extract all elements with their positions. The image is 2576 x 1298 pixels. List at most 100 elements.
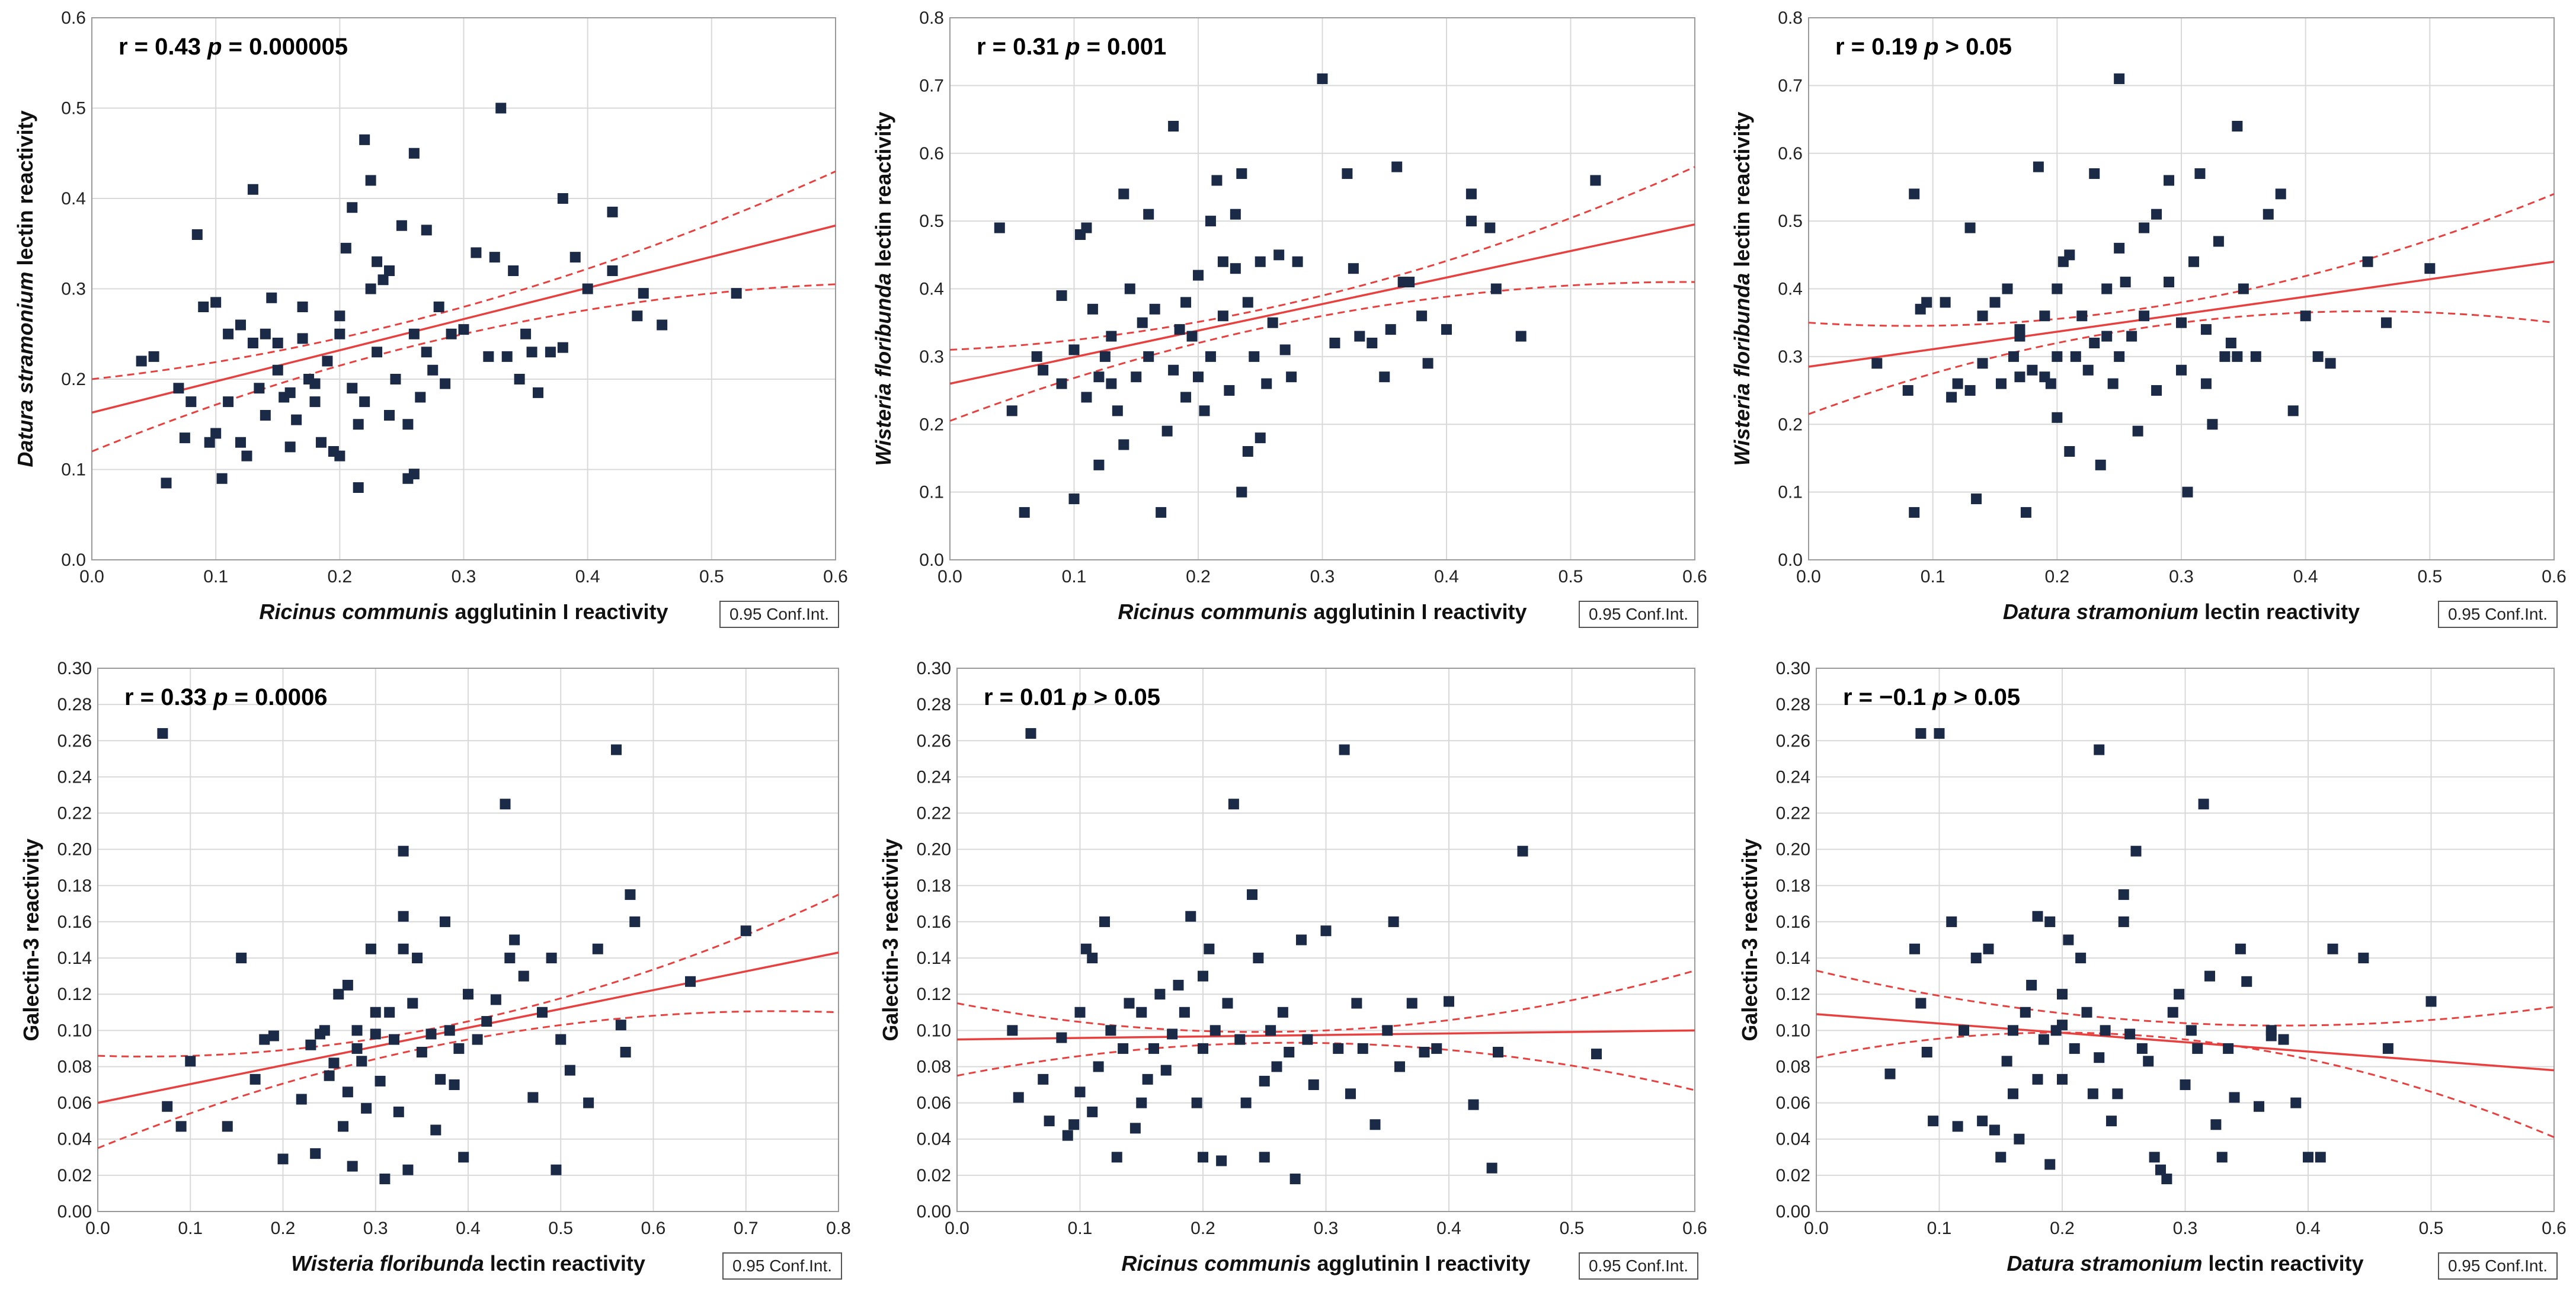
data-point	[319, 1025, 330, 1036]
data-point	[1099, 916, 1110, 927]
data-point	[1515, 331, 1527, 342]
data-point	[1909, 188, 1920, 200]
data-point	[2325, 358, 2336, 369]
data-point	[453, 1043, 465, 1054]
data-point	[2038, 1034, 2049, 1045]
data-point	[1983, 943, 1994, 954]
data-point	[1431, 1043, 1442, 1054]
data-point	[1486, 1162, 1497, 1174]
data-point	[1056, 290, 1067, 301]
data-point	[2094, 1052, 2105, 1063]
conf-int-label: 0.95 Conf.Int.	[2448, 605, 2548, 623]
data-point	[1255, 256, 1266, 267]
y-tick-label: 0.7	[919, 76, 944, 95]
data-point	[247, 184, 258, 195]
regression-line	[91, 225, 836, 414]
data-point	[1154, 989, 1166, 1000]
correlation-label: r = 0.33 p = 0.0006	[124, 684, 328, 710]
y-tick-label: 0.1	[61, 460, 86, 480]
scatter-panel-4: 0.0 0.1 0.2 0.3 0.4 0.5 0.6 0.7 0.8 0.00 0.02 0.04 0…	[19, 659, 851, 1280]
x-tick-label: 0.4	[1434, 567, 1459, 586]
x-axis-label-italic: Datura stramonium	[2007, 1251, 2202, 1275]
data-point	[2033, 161, 2044, 172]
y-tick-label: 0.16	[57, 912, 92, 932]
data-point	[173, 383, 184, 394]
data-point	[136, 355, 147, 367]
data-point	[2057, 1073, 2068, 1085]
data-point	[1191, 1097, 1202, 1108]
regression-line	[1816, 1013, 2555, 1072]
data-point	[629, 916, 641, 927]
data-point	[2081, 1007, 2092, 1018]
data-point	[1444, 996, 1454, 1007]
data-point	[2250, 351, 2261, 362]
x-axis-label: Ricinus communis agglutinin I reactivity	[1121, 1251, 1530, 1275]
data-point	[384, 265, 395, 276]
correlation-p-value: = 0.0006	[228, 684, 328, 710]
data-point	[2425, 996, 2437, 1007]
data-point	[1211, 175, 1223, 186]
data-point	[1006, 405, 1017, 416]
data-point	[2106, 1116, 2117, 1127]
y-tick-label: 0.30	[917, 659, 951, 678]
data-point	[1242, 446, 1253, 457]
data-point	[2101, 331, 2113, 342]
data-point	[1013, 1092, 1024, 1103]
y-tick-label: 0.5	[919, 211, 944, 231]
y-tick-label: 0.06	[1776, 1094, 1810, 1113]
scatter-panel-3: 0.0 0.1 0.2 0.3 0.4 0.5 0.6 0.0 0.1 0.2 0.3 0.4 0.5 0…	[1730, 8, 2567, 628]
data-point	[638, 288, 649, 299]
data-point	[398, 845, 409, 857]
y-tick-label: 0.22	[1776, 804, 1810, 823]
x-axis-label-rest: agglutinin I reactivity	[1311, 1251, 1530, 1275]
y-tick-label: 0.12	[1776, 985, 1810, 1004]
data-point	[1038, 1073, 1049, 1085]
x-tick-label: 0.0	[85, 1219, 110, 1238]
x-tick-label: 0.4	[2293, 567, 2318, 586]
data-point	[2057, 1020, 2068, 1031]
correlation-p-symbol: p	[1932, 684, 1947, 710]
data-point	[342, 979, 353, 991]
data-point	[334, 328, 345, 339]
data-point	[2225, 338, 2236, 348]
scatter-panel-2: 0.0 0.1 0.2 0.3 0.4 0.5 0.6 0.0 0.1 0.2 0.3 0.4 0.5 0…	[871, 8, 1707, 628]
data-point	[1928, 1116, 1939, 1127]
data-point	[2167, 1007, 2178, 1018]
data-point	[1964, 385, 1976, 396]
data-point	[1099, 351, 1111, 362]
x-tick-label: 0.0	[937, 567, 962, 586]
data-point	[384, 410, 395, 421]
data-point	[179, 432, 190, 444]
conf-int-label: 0.95 Conf.Int.	[732, 1257, 832, 1275]
data-point	[2149, 1152, 2160, 1163]
data-point	[545, 347, 556, 358]
y-axis-label-rest: Galectin-3 reactivity	[878, 838, 903, 1041]
data-point	[1259, 1075, 1270, 1087]
data-point	[1216, 1155, 1227, 1166]
data-point	[1093, 459, 1105, 470]
data-point	[557, 342, 568, 353]
x-axis-label-rest: lectin reactivity	[2202, 1251, 2363, 1275]
conf-int-label: 0.95 Conf.Int.	[1589, 1257, 1688, 1275]
data-point	[2064, 249, 2075, 261]
x-tick-label: 0.6	[1682, 567, 1707, 586]
data-point	[564, 1065, 575, 1076]
y-axis-label: Galectin-3 reactivity	[19, 838, 43, 1041]
data-point	[1369, 1119, 1381, 1130]
ci-lower-line	[956, 1041, 1695, 1091]
data-point	[393, 1106, 404, 1117]
data-point	[1406, 998, 1417, 1009]
y-tick-label: 0.08	[917, 1057, 951, 1076]
data-point	[402, 1164, 414, 1175]
data-point	[390, 374, 401, 384]
data-point	[2014, 1133, 2025, 1145]
y-tick-label: 0.14	[57, 948, 92, 968]
x-axis-label-italic: Ricinus communis	[259, 600, 449, 624]
data-point	[1273, 249, 1285, 261]
data-point	[2069, 1043, 2080, 1054]
data-point	[2014, 371, 2025, 383]
y-tick-label: 0.4	[919, 280, 944, 299]
data-point	[1124, 998, 1135, 1009]
data-point	[2130, 845, 2142, 857]
y-tick-label: 0.22	[917, 804, 951, 823]
